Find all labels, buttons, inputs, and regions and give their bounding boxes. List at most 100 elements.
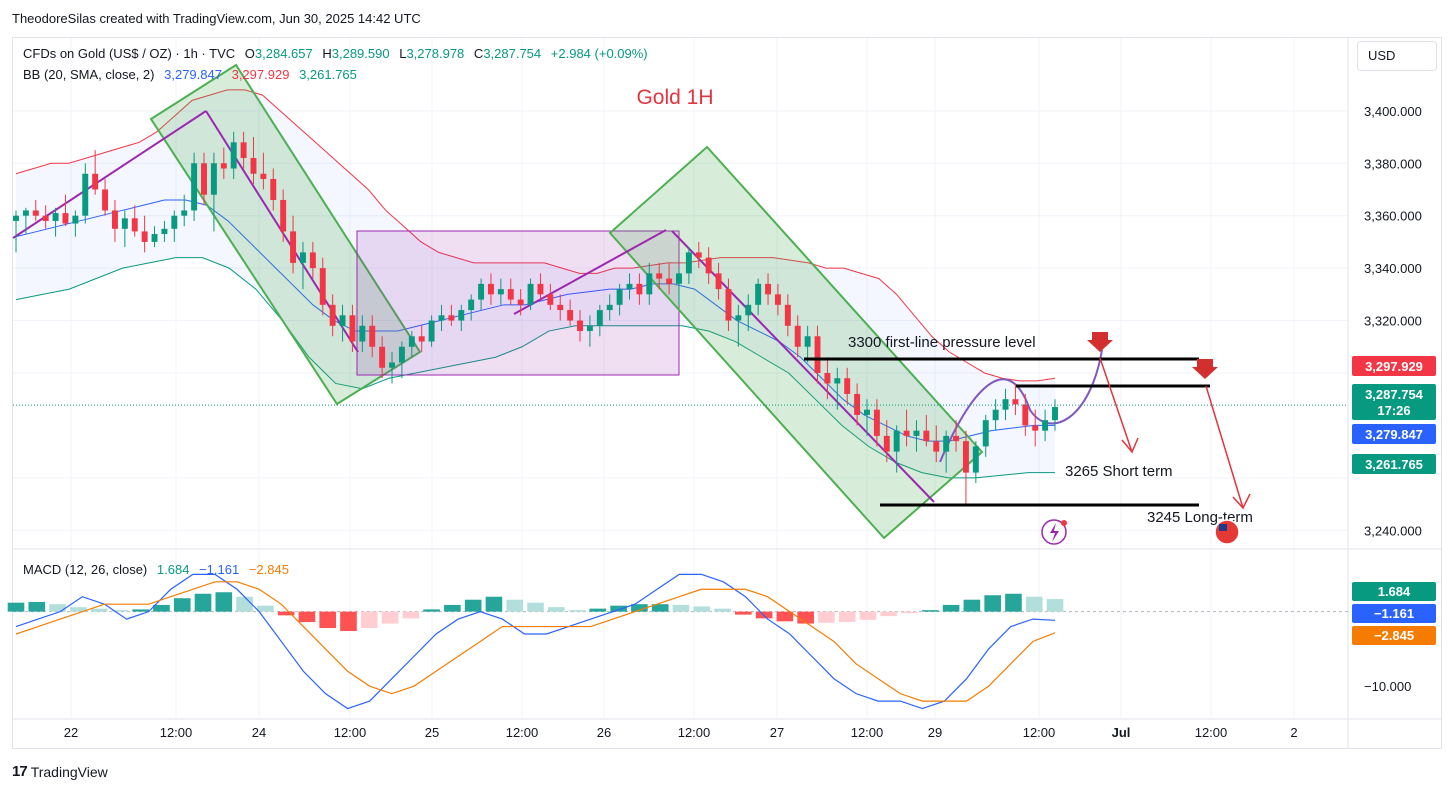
macd-histogram-bar	[838, 611, 856, 623]
macd-histogram-bar	[859, 611, 877, 620]
time-tick-label: 25	[425, 725, 439, 740]
candle-body	[478, 283, 485, 300]
low-value: 3,278.978	[406, 46, 465, 61]
price-badge: 3,261.765	[1352, 454, 1436, 474]
short-term-arrowhead	[1121, 437, 1139, 454]
candle-body	[191, 163, 198, 211]
candle-body	[735, 315, 742, 321]
annotations: 3300 first-line pressure level 3265 Short…	[804, 332, 1253, 545]
time-tick-label: 12:00	[160, 725, 193, 740]
candle	[151, 226, 158, 248]
candle-body	[804, 336, 811, 347]
macd-histogram-bar	[818, 611, 835, 623]
candle-body	[725, 289, 732, 321]
candle	[794, 315, 801, 358]
price-tick-label: 3,380.000	[1364, 156, 1422, 171]
candle-body	[1042, 420, 1049, 431]
candle	[260, 152, 267, 190]
candle	[339, 304, 346, 342]
candle	[468, 294, 475, 321]
candle-body	[497, 289, 504, 295]
macd-histogram-bar	[402, 611, 420, 619]
candle	[408, 331, 415, 358]
candle	[270, 168, 277, 211]
countdown-label: 17:26	[1377, 403, 1410, 418]
macd-histogram-bar	[589, 608, 607, 612]
candle	[784, 294, 791, 337]
macd-histogram-bar	[277, 611, 295, 616]
time-tick-label: 29	[928, 725, 942, 740]
candle-body	[854, 393, 861, 415]
macd-histogram-bar	[942, 604, 960, 612]
candle	[92, 150, 99, 195]
candle	[1012, 383, 1019, 415]
candle	[755, 278, 762, 316]
change-value: +2.984 (+0.09%)	[550, 46, 648, 61]
candle-body	[468, 299, 475, 311]
price-badge-bg	[1352, 424, 1436, 444]
tradingview-logo[interactable]: 17 TradingView	[12, 763, 108, 780]
us-flag-canton-icon	[1219, 524, 1227, 531]
candle-body	[903, 430, 910, 436]
candle	[359, 315, 366, 353]
candle-body	[72, 215, 79, 224]
macd-histogram-bar	[70, 607, 87, 612]
open-label: O	[244, 46, 255, 61]
candle	[596, 304, 603, 337]
down-arrow-icon	[1087, 332, 1113, 352]
time-tick-label: 12:00	[334, 725, 367, 740]
candle	[220, 147, 227, 179]
candle	[1022, 393, 1029, 436]
candle	[1002, 388, 1009, 421]
macd-histogram-bar	[49, 604, 66, 612]
candle	[844, 367, 851, 405]
candle	[458, 304, 465, 332]
candle-body	[210, 163, 217, 195]
candle	[656, 262, 663, 290]
candle-body	[864, 409, 870, 415]
macd-line-value: −1.161	[199, 562, 240, 577]
time-tick-label: 22	[64, 725, 78, 740]
candle	[191, 152, 198, 221]
candle	[141, 215, 148, 253]
candle	[745, 294, 752, 332]
candle	[507, 278, 514, 305]
currency-button[interactable]: USD	[1357, 41, 1437, 71]
candle-body	[82, 173, 89, 216]
macd-histogram-bar	[610, 605, 627, 612]
lightning-bolt-icon	[1050, 523, 1059, 542]
time-tick-label: 24	[252, 725, 266, 740]
candle	[240, 131, 247, 169]
candle-body	[121, 218, 128, 229]
candle	[309, 241, 316, 279]
candle	[666, 262, 673, 295]
tradingview-logo-icon: 17	[12, 763, 28, 780]
candle	[418, 325, 425, 353]
candle-body	[972, 446, 979, 473]
macd-badge: −2.845	[1352, 626, 1436, 645]
candle	[547, 283, 554, 311]
macd-badge-label: −1.161	[1374, 606, 1414, 621]
time-tick-label: 27	[770, 725, 784, 740]
candle	[765, 273, 772, 305]
candle-body	[537, 283, 544, 295]
candle	[834, 367, 841, 410]
bb-label[interactable]: BB (20, SMA, close, 2)	[23, 67, 155, 82]
candle-body	[923, 430, 930, 442]
bb-legend: BB (20, SMA, close, 2) 3,279.847 3,297.9…	[23, 67, 363, 82]
macd-histogram-bar	[464, 599, 482, 612]
macd-histogram-bar	[236, 596, 253, 612]
symbol-label[interactable]: CFDs on Gold (US$ / OZ) · 1h · TVC	[23, 46, 236, 61]
low-label: L	[399, 46, 407, 61]
candle-body	[695, 252, 702, 258]
candle	[438, 304, 445, 332]
annotation-label: 3300 first-line pressure level	[848, 334, 1036, 351]
candle-body	[685, 252, 692, 274]
candle	[903, 409, 910, 447]
macd-histogram-bar	[381, 611, 399, 624]
macd-histogram-bar	[506, 599, 524, 612]
macd-label[interactable]: MACD (12, 26, close)	[23, 562, 148, 577]
candle-body	[547, 294, 554, 305]
